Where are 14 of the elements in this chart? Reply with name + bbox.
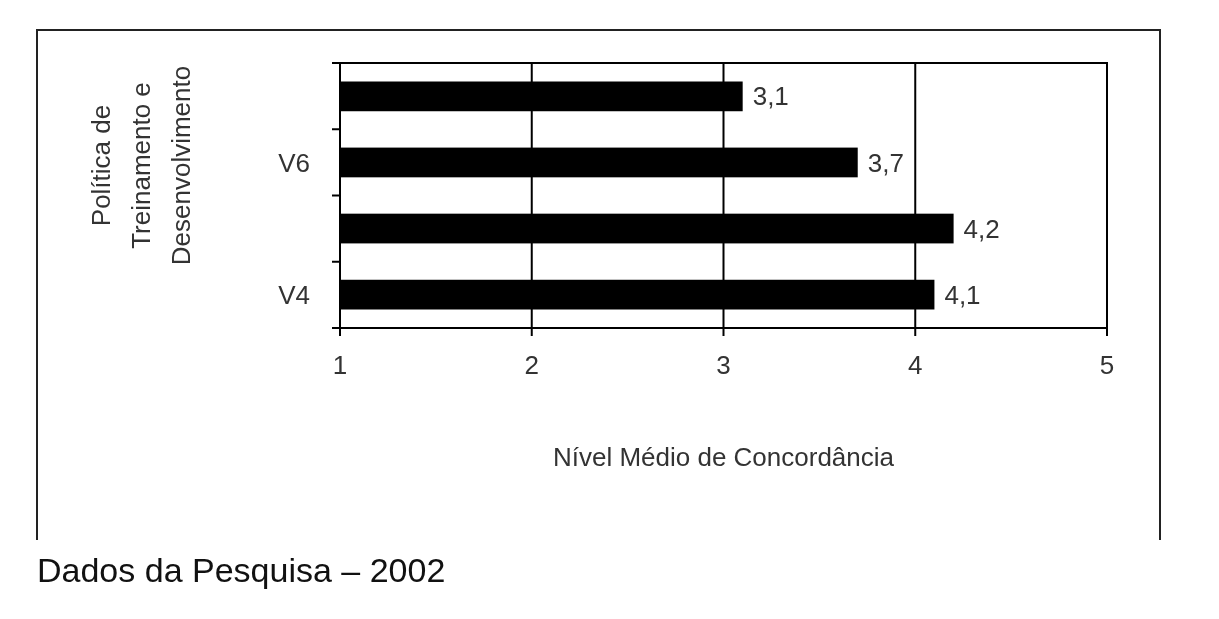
text: Dados da Pesquisa – 2002 — [37, 551, 446, 589]
data-label: 3,7 — [867, 147, 904, 178]
x-tick-label: 3 — [716, 350, 731, 380]
data-label: 3,1 — [752, 81, 789, 112]
x-tick-label: 5 — [1099, 350, 1115, 380]
y-tick-label: V4 — [278, 279, 310, 310]
data-label: 4,2 — [963, 213, 1000, 244]
y-tick-label: V6 — [278, 147, 310, 178]
data-label: 4,1 — [944, 279, 981, 310]
x-tick-label: 2 — [524, 350, 539, 380]
x-tick-label: 4 — [908, 350, 923, 380]
y-axis-title: Política de Treinamento e Desenvolvimento — [86, 65, 196, 266]
x-axis-title: Nível Médio de Concordância — [552, 442, 895, 472]
x-tick-label: 1 — [332, 350, 348, 380]
